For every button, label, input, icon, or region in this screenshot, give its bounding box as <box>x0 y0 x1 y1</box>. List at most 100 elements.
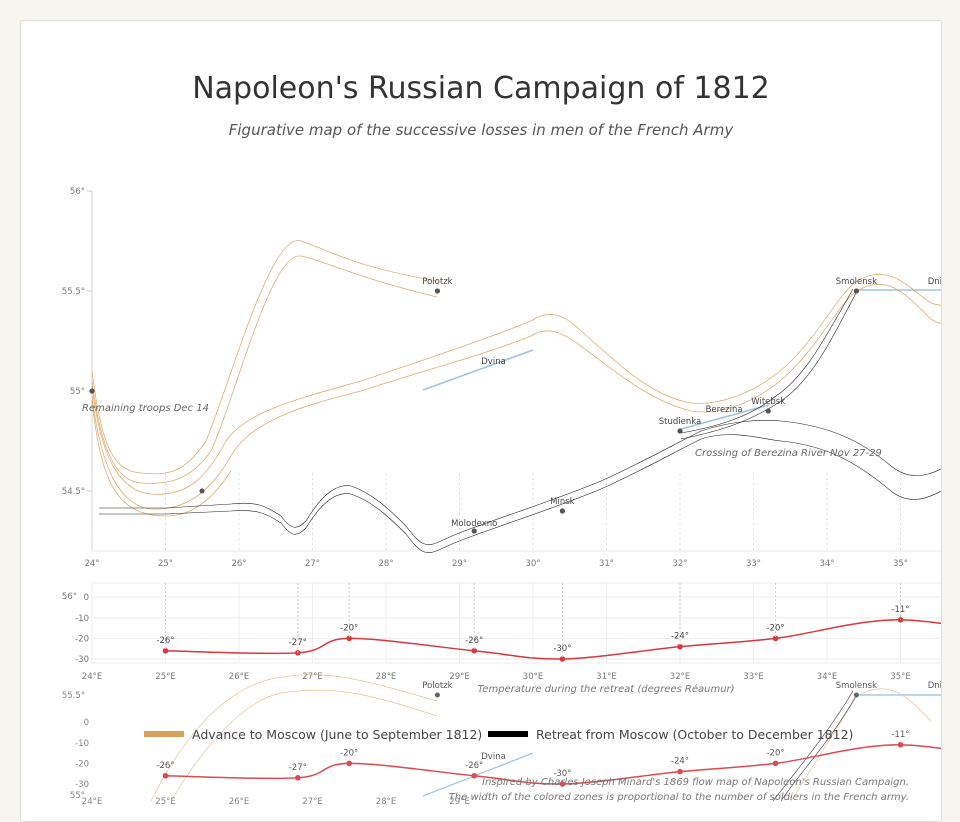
temp-x-tick-label: 30°E <box>523 672 543 682</box>
map-annotation: Remaining troops Dec 14 <box>82 403 209 414</box>
temp-x-tick-label: 25°E <box>155 672 175 682</box>
temperature-point <box>471 647 478 654</box>
temperature-point <box>772 635 779 642</box>
map-y-tick-label: 56° <box>70 187 85 197</box>
ghost-temperature-label: -20° <box>766 748 784 758</box>
temp-y-ticks: 0 -10 -20 -30 <box>75 593 89 665</box>
temperature-label: -26° <box>465 636 483 646</box>
ghost-temperature-label: -30° <box>553 769 571 779</box>
city-label: Dnieper <box>928 277 942 287</box>
temp-x-tick-label: 31°E <box>596 672 616 682</box>
city-label: Witebsk <box>751 397 785 407</box>
ghost-city-label: Polotzk <box>422 681 452 691</box>
ghost-temperature-label: -20° <box>340 748 358 758</box>
city-label: Minsk <box>550 497 575 507</box>
temperature-label: -20° <box>766 623 784 633</box>
chart-subtitle: Figurative map of the successive losses … <box>228 121 734 139</box>
city-label: Molodexno <box>451 519 497 529</box>
credit-line-1: Inspired by Charles Joseph Minard's 1869… <box>482 777 909 788</box>
ghost-map-x-tick-label: 28°E <box>376 797 396 807</box>
map-x-tick-label: 34° <box>819 559 834 569</box>
temperature-label: -24° <box>671 632 689 642</box>
ghost-map-y-tick-label: 55.5° <box>62 691 85 701</box>
city-marker <box>89 388 95 394</box>
city-marker <box>677 428 683 434</box>
ghost-temperature-point <box>162 772 169 779</box>
temperature-label: -20° <box>340 623 358 633</box>
temperature-points: -26° -27° -20° -26° -30° -24° -20° -11° <box>156 583 910 662</box>
temp-x-tick-label: 33°E <box>743 672 763 682</box>
temperature-panel: 0 -10 -20 -30 24°E 25°E 26°E 27°E 28°E 29°E 30°E 3… <box>62 582 941 695</box>
city-marker <box>853 288 860 294</box>
temp-x-tick-label: 29°E <box>449 672 469 682</box>
chart-title: Napoleon's Russian Campaign of 1812 <box>192 71 770 106</box>
credit-line-2: The width of the colored zones is propor… <box>449 792 909 803</box>
ghost-temp-y-tick-label: -30 <box>75 780 89 790</box>
ghost-temperature-points: -26° -27° -20° -26° -30° -24° -20° -11° <box>156 730 910 787</box>
temperature-label: -11° <box>891 605 909 615</box>
city-marker <box>765 408 771 414</box>
city-label: Dvina <box>481 357 506 367</box>
temp-grid <box>91 583 941 663</box>
ghost-city-label: Dvina <box>481 752 506 762</box>
legend-swatch-retreat <box>488 731 528 737</box>
ghost-temperature-point <box>471 772 478 779</box>
temp-small-tick: 56° <box>62 592 77 602</box>
temperature-caption: Temperature during the retreat (degrees … <box>477 683 734 695</box>
river-dvina <box>422 349 534 391</box>
map-y-tick-label: 55° <box>70 387 85 397</box>
map-x-tick-label: 32° <box>672 559 687 569</box>
temp-y-tick-label: -30 <box>75 655 89 665</box>
temp-y-tick-label: -10 <box>75 614 89 624</box>
city-marker <box>434 288 441 294</box>
temp-x-tick-label: 28°E <box>376 672 396 682</box>
ghost-city-label: Smolensk <box>836 681 877 691</box>
map-y-ticks: 56° 55.5° 55° 54.5° <box>62 187 92 497</box>
temperature-point <box>559 656 566 662</box>
ghost-city-label: Dnieper <box>928 681 942 691</box>
map-x-tick-label: 25° <box>158 559 173 569</box>
map-y-tick-label: 55.5° <box>62 287 85 297</box>
temperature-point <box>346 635 353 642</box>
temp-x-ticks: 24°E 25°E 26°E 27°E 28°E 29°E 30°E 31°E 32°E 33°E… <box>82 672 911 682</box>
ghost-temperature-point <box>559 781 566 787</box>
river-berezina <box>680 404 770 430</box>
temp-x-tick-label: 27°E <box>302 672 322 682</box>
ghost-temperature-point <box>346 760 353 767</box>
temp-x-tick-label: 24°E <box>82 672 102 682</box>
temp-y-tick-label: -20 <box>75 634 89 644</box>
map-panel: 56° 55.5° 55° 54.5° 24° 25° 26° 27° 28° 29° 30° 31… <box>62 187 942 569</box>
temp-x-tick-label: 26°E <box>229 672 249 682</box>
chart-card: Napoleon's Russian Campaign of 1812 Figu… <box>20 20 942 822</box>
map-x-tick-label: 31° <box>599 559 614 569</box>
city-label: Berezina <box>706 405 743 415</box>
map-annotations: Remaining troops Dec 14 Crossing of Berez… <box>82 403 882 459</box>
map-x-tick-label: 28° <box>378 559 393 569</box>
ghost-map-y-ticks: 55.5° 55° <box>62 691 85 801</box>
map-x-tick-label: 24° <box>84 559 99 569</box>
ghost-temperature-label: -11° <box>891 730 909 740</box>
temp-x-tick-label: 35°E <box>890 672 910 682</box>
ghost-temperature-label: -24° <box>671 757 689 767</box>
ghost-layer: PolotzkSmolenskDnieperDorDvina 55.5°55° … <box>62 674 942 807</box>
ghost-temperature-point <box>677 768 683 775</box>
ghost-city-marker <box>853 692 859 698</box>
credits: Inspired by Charles Joseph Minard's 1869… <box>449 777 909 803</box>
map-x-tick-label: 29° <box>452 559 467 569</box>
map-x-tick-label: 33° <box>746 559 761 569</box>
ghost-map-x-ticks: 24°E 25°E 26°E 27°E 28°E 29°E <box>82 797 470 807</box>
city-markers: PolotzkSmolenskDnieperDorDvinaWitebskBer… <box>89 277 942 534</box>
advance-flow <box>91 240 941 517</box>
legend-swatch-advance <box>144 731 184 737</box>
map-x-ticks: 24° 25° 26° 27° 28° 29° 30° 31° 32° 33° 34° 35° <box>84 473 908 569</box>
city-label: Studienka <box>659 417 701 427</box>
city-marker <box>199 488 205 494</box>
city-marker <box>559 508 566 514</box>
temperature-label: -27° <box>289 638 307 648</box>
ghost-cities: PolotzkSmolenskDnieperDorDvina <box>422 681 942 762</box>
temperature-point <box>162 647 169 654</box>
temperature-label: -26° <box>156 636 174 646</box>
ghost-map-x-tick-label: 27°E <box>302 797 322 807</box>
map-x-tick-label: 35° <box>893 559 908 569</box>
ghost-temp-y-tick-label: 0 <box>84 718 89 728</box>
